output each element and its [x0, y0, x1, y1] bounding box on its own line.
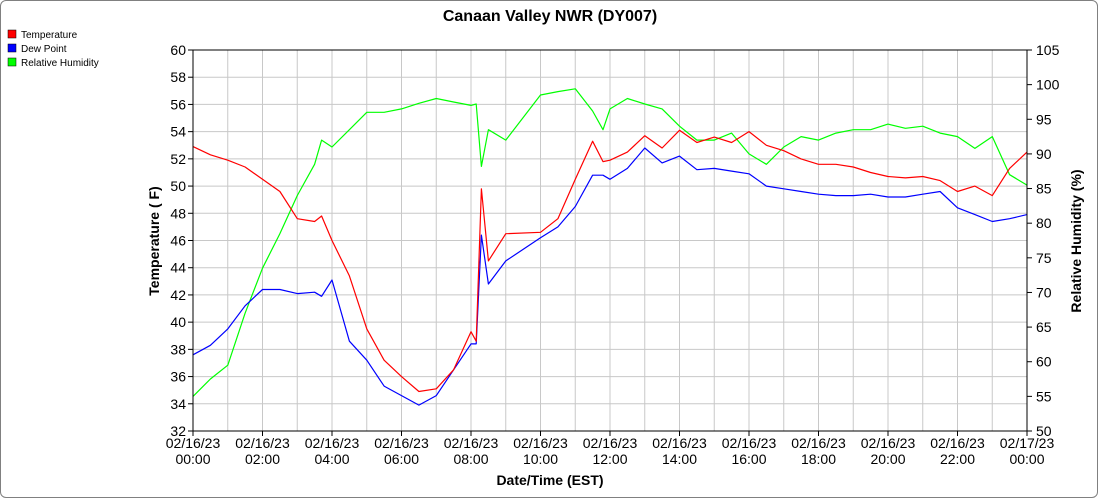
x-tick-time: 04:00 — [314, 451, 349, 467]
x-tick-time: 08:00 — [453, 451, 488, 467]
x-tick-time: 18:00 — [801, 451, 836, 467]
y-tick-label: 60 — [170, 42, 186, 58]
legend-label: Dew Point — [21, 44, 67, 55]
legend-label: Temperature — [21, 30, 78, 41]
x-tick-time: 14:00 — [662, 451, 697, 467]
x-tick-date: 02/16/23 — [235, 435, 290, 451]
y2-tick-label: 60 — [1036, 354, 1052, 370]
y2-tick-label: 80 — [1036, 215, 1052, 231]
y-tick-label: 56 — [170, 96, 186, 112]
y-tick-label: 58 — [170, 69, 186, 85]
x-tick-date: 02/16/23 — [930, 435, 985, 451]
y2-tick-label: 50 — [1036, 423, 1052, 439]
legend: Temperature Dew Point Relative Humidity — [7, 29, 99, 69]
y-tick-label: 44 — [170, 260, 186, 276]
x-tick-time: 00:00 — [175, 451, 210, 467]
x-tick-date: 02/16/23 — [305, 435, 360, 451]
x-tick-date: 02/17/23 — [1000, 435, 1055, 451]
series-layer — [192, 88, 1028, 406]
legend-swatch — [7, 43, 17, 53]
x-tick-time: 02:00 — [245, 451, 280, 467]
y-axis-ticks: 32 34 36 38 40 42 44 46 48 50 52 54 56 58 60 — [170, 42, 193, 439]
y-tick-label: 42 — [170, 287, 186, 303]
x-tick-date: 02/16/23 — [583, 435, 638, 451]
series-line-dew-point — [192, 147, 1028, 406]
x-axis-title: Date/Time (EST) — [496, 472, 603, 488]
y-tick-label: 54 — [170, 124, 186, 140]
y-tick-label: 36 — [170, 369, 186, 385]
y2-tick-label: 70 — [1036, 284, 1052, 300]
y-axis-title: Temperature ( F) — [146, 186, 162, 295]
chart-title: Canaan Valley NWR (DY007) — [443, 8, 657, 25]
y2-tick-label: 85 — [1036, 181, 1052, 197]
legend-label: Relative Humidity — [21, 58, 99, 69]
y-tick-label: 40 — [170, 314, 186, 330]
y-tick-label: 34 — [170, 396, 186, 412]
y2-tick-label: 75 — [1036, 250, 1052, 266]
x-tick-date: 02/16/23 — [513, 435, 568, 451]
legend-swatch — [7, 29, 17, 39]
series-line-temperature — [192, 129, 1028, 393]
x-tick-time: 22:00 — [940, 451, 975, 467]
y-tick-label: 38 — [170, 341, 186, 357]
x-tick-date: 02/16/23 — [722, 435, 777, 451]
x-tick-time: 12:00 — [592, 451, 627, 467]
y-tick-label: 52 — [170, 151, 186, 167]
y2-axis-title: Relative Humidity (%) — [1068, 169, 1084, 312]
y2-tick-label: 55 — [1036, 388, 1052, 404]
x-tick-date: 02/16/23 — [374, 435, 429, 451]
x-tick-time: 10:00 — [523, 451, 558, 467]
y2-tick-label: 95 — [1036, 111, 1052, 127]
x-tick-time: 06:00 — [384, 451, 419, 467]
y2-tick-label: 90 — [1036, 146, 1052, 162]
x-tick-date: 02/16/23 — [444, 435, 499, 451]
x-tick-date: 02/16/23 — [166, 435, 221, 451]
y-tick-label: 46 — [170, 233, 186, 249]
y2-tick-label: 65 — [1036, 319, 1052, 335]
y2-axis-ticks: 50 55 60 65 70 75 80 85 90 95 100 105 — [1027, 42, 1060, 439]
x-tick-time: 16:00 — [731, 451, 766, 467]
x-axis-ticks: 02/16/2300:0002/16/2302:0002/16/2304:000… — [166, 431, 1055, 467]
x-tick-time: 20:00 — [870, 451, 905, 467]
x-tick-date: 02/16/23 — [791, 435, 846, 451]
y2-tick-label: 100 — [1036, 77, 1060, 93]
x-tick-date: 02/16/23 — [652, 435, 707, 451]
x-tick-time: 00:00 — [1009, 451, 1044, 467]
legend-swatch — [7, 57, 17, 67]
y-tick-label: 32 — [170, 423, 186, 439]
series-line-relative-humidity — [192, 88, 1028, 397]
x-tick-date: 02/16/23 — [861, 435, 916, 451]
y-tick-label: 48 — [170, 205, 186, 221]
y2-tick-label: 105 — [1036, 42, 1060, 58]
y-tick-label: 50 — [170, 178, 186, 194]
